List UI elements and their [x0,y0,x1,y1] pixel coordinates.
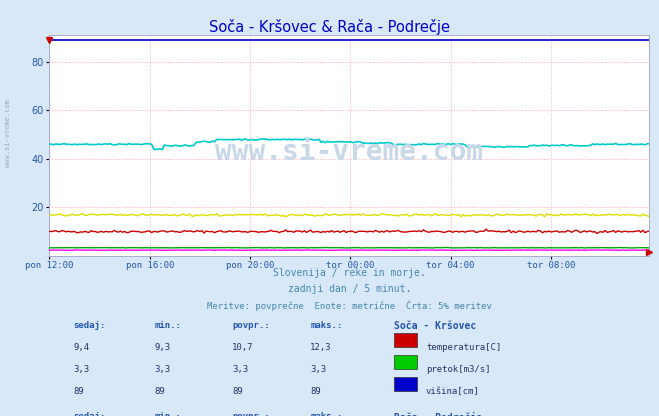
Text: 10,7: 10,7 [233,343,254,352]
Text: Soča - Kršovec & Rača - Podrečje: Soča - Kršovec & Rača - Podrečje [209,19,450,35]
Text: maks.:: maks.: [310,321,343,330]
Text: 3,3: 3,3 [73,365,90,374]
Text: višina[cm]: višina[cm] [426,387,480,396]
Text: povpr.:: povpr.: [233,412,270,416]
Text: 89: 89 [310,387,321,396]
Text: www.si-vreme.com: www.si-vreme.com [215,138,483,166]
Text: 12,3: 12,3 [310,343,331,352]
Text: temperatura[C]: temperatura[C] [426,343,501,352]
Text: pretok[m3/s]: pretok[m3/s] [426,365,490,374]
Text: Rača - Podrečje: Rača - Podrečje [394,412,482,416]
Text: min.:: min.: [154,412,181,416]
Text: sedaj:: sedaj: [73,412,105,416]
Text: povpr.:: povpr.: [233,321,270,330]
Text: 3,3: 3,3 [233,365,248,374]
Text: sedaj:: sedaj: [73,321,105,330]
Text: maks.:: maks.: [310,412,343,416]
Text: www.si-vreme.com: www.si-vreme.com [5,99,11,167]
Text: Meritve: povprečne  Enote: metrične  Črta: 5% meritev: Meritve: povprečne Enote: metrične Črta:… [207,300,492,311]
Text: 3,3: 3,3 [154,365,171,374]
Text: 9,3: 9,3 [154,343,171,352]
Text: zadnji dan / 5 minut.: zadnji dan / 5 minut. [287,284,411,294]
Text: 89: 89 [154,387,165,396]
Text: 3,3: 3,3 [310,365,326,374]
FancyBboxPatch shape [394,333,417,347]
Text: Slovenija / reke in morje.: Slovenija / reke in morje. [273,268,426,278]
FancyBboxPatch shape [394,377,417,391]
FancyBboxPatch shape [394,355,417,369]
Text: min.:: min.: [154,321,181,330]
Text: 89: 89 [233,387,243,396]
Text: 89: 89 [73,387,84,396]
Text: Soča - Kršovec: Soča - Kršovec [394,321,476,331]
Text: 9,4: 9,4 [73,343,90,352]
